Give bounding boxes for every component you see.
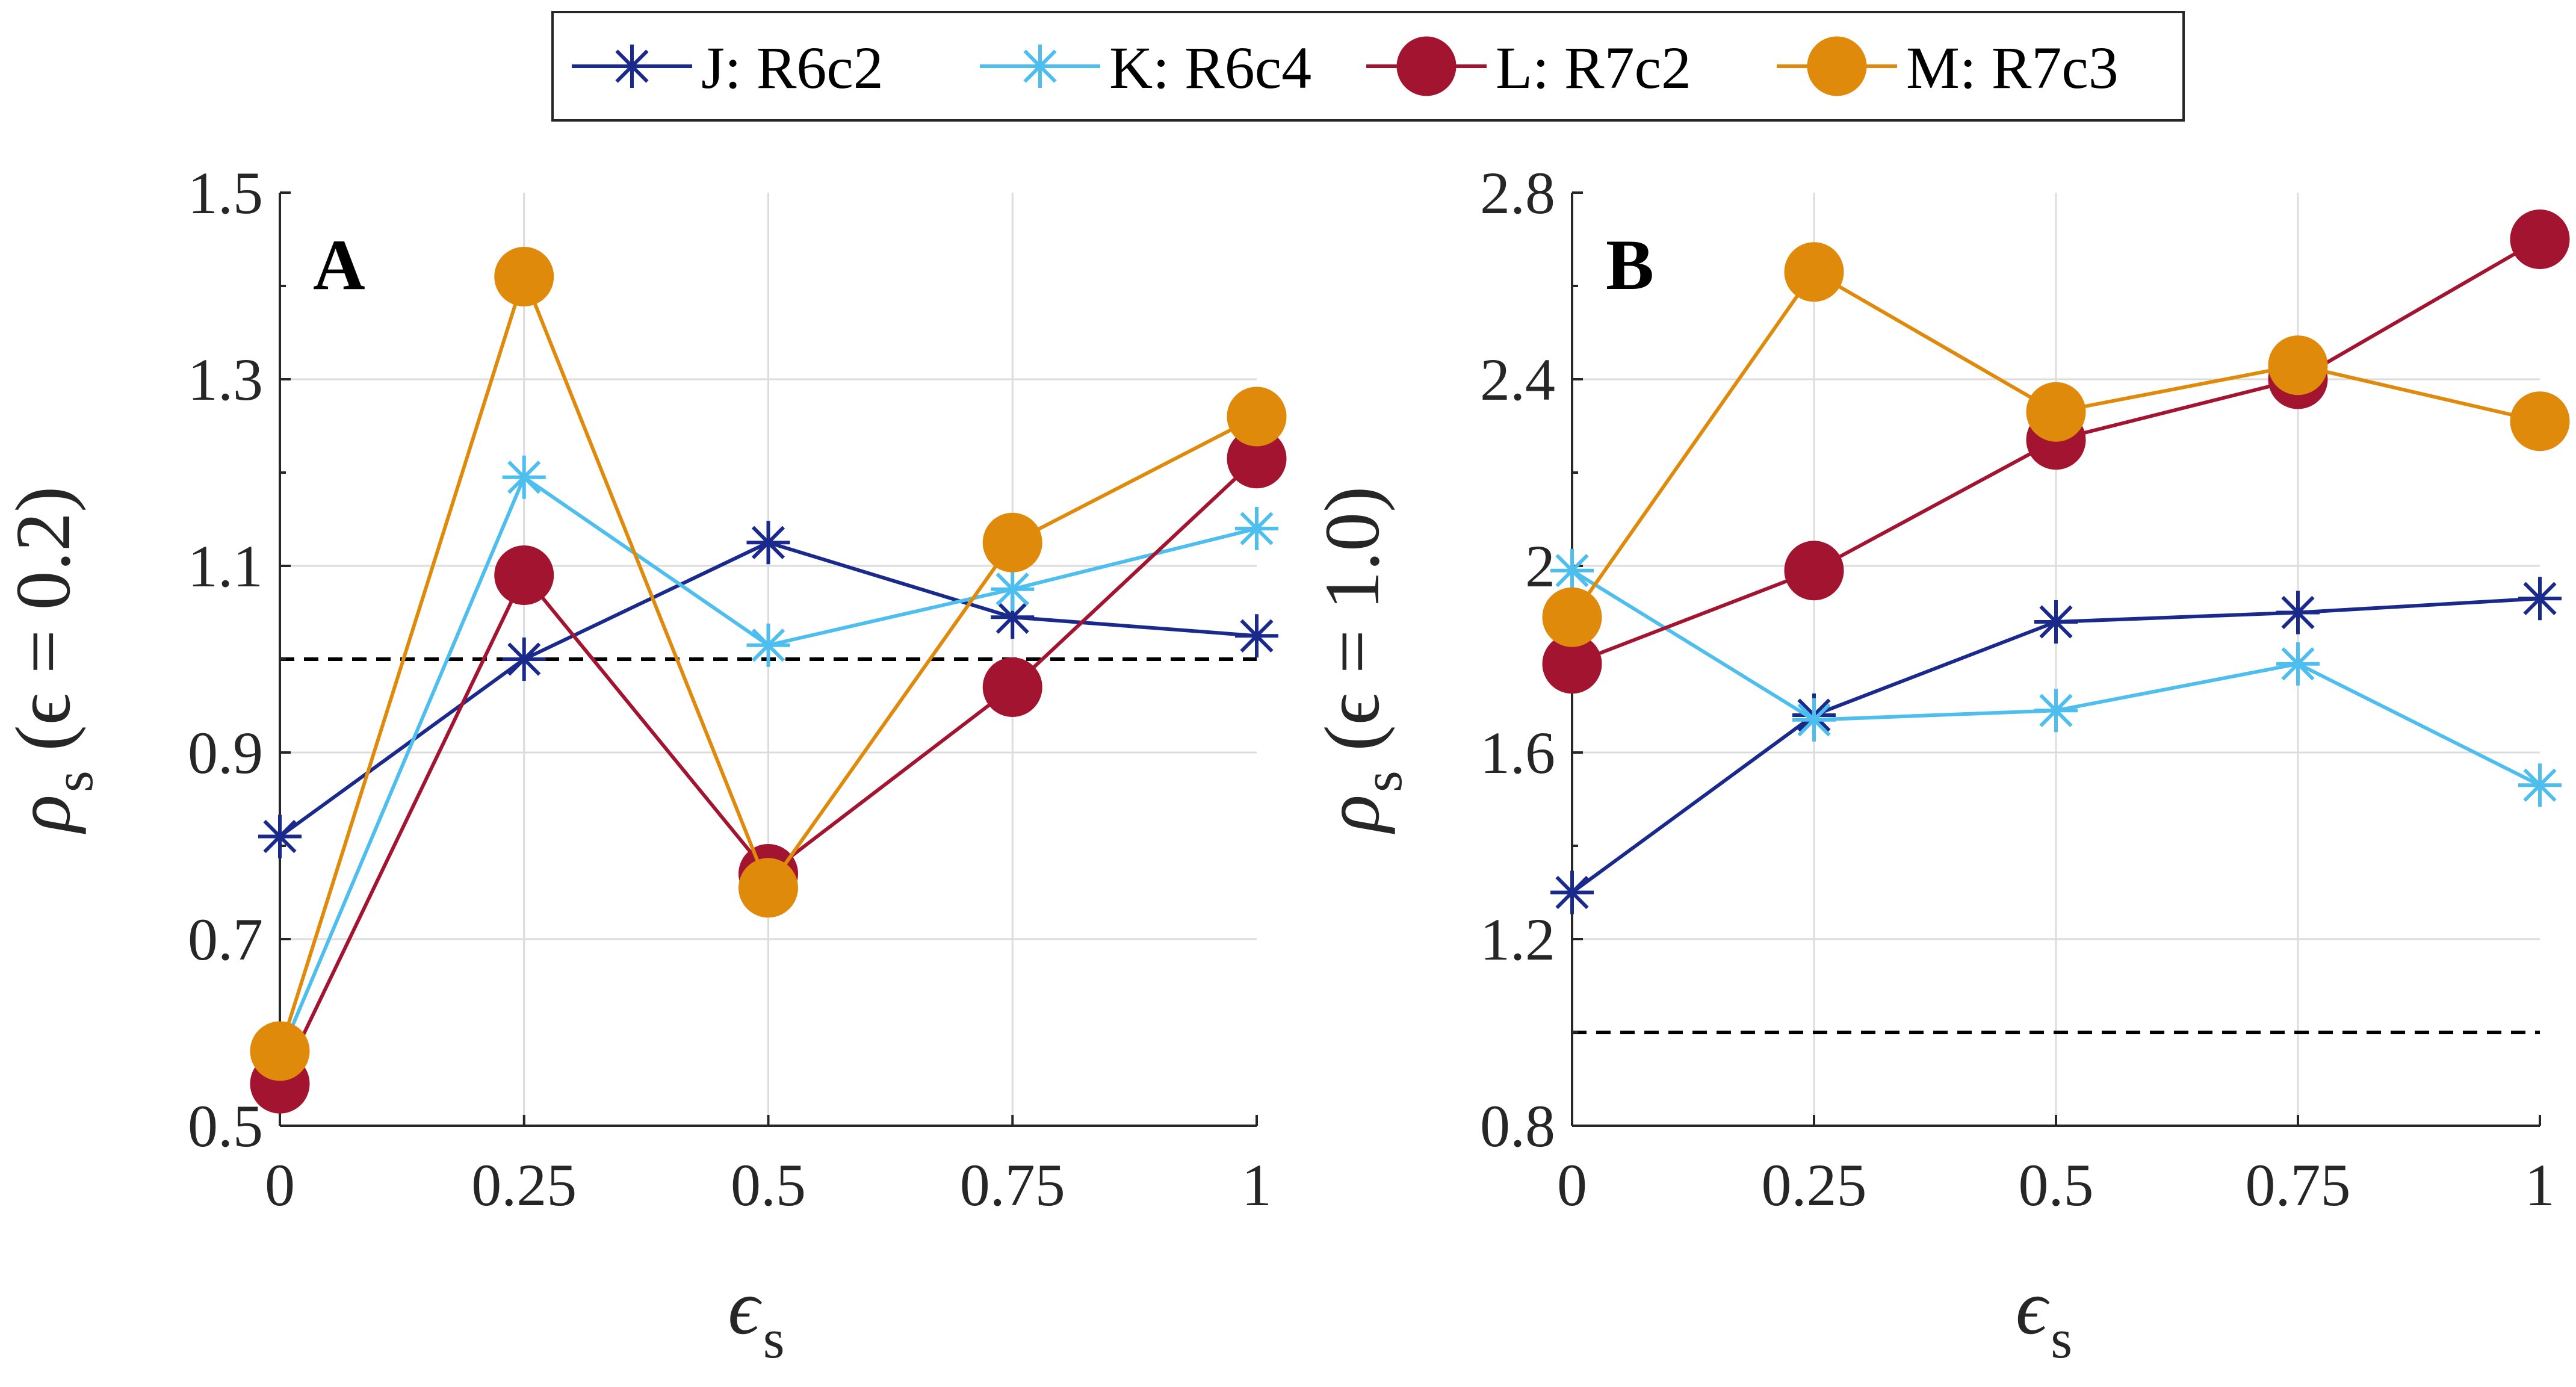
x-tick-label: 0.5 <box>731 1152 806 1218</box>
panel-label: B <box>1606 225 1654 305</box>
data-point-M <box>2268 335 2328 396</box>
series-M <box>250 247 1287 1081</box>
legend-marker-M <box>1807 36 1867 96</box>
legend-label: L: R7c2 <box>1496 34 1691 101</box>
y-tick-label: 0.5 <box>188 1093 263 1159</box>
x-tick-label: 0.25 <box>471 1152 577 1218</box>
data-point-K <box>2276 642 2320 686</box>
data-point-J <box>1550 870 1594 914</box>
data-point-K <box>1550 548 1594 592</box>
data-point-J <box>746 521 790 565</box>
data-point-M <box>1784 242 1844 302</box>
data-point-M <box>1227 386 1287 447</box>
panel-b: 0.8 1.2 1.6 2 2.4 2.8 0 0.25 0.5 0.75 1 ϵs ρs (ϵ = 1… <box>1309 160 2570 1370</box>
data-point-K <box>502 455 546 499</box>
x-tick-label: 0.75 <box>960 1152 1065 1218</box>
data-point-L <box>982 657 1042 717</box>
y-tick-label: 0.7 <box>188 906 263 973</box>
legend-entry-L: L: R7c2 <box>1366 34 1691 101</box>
data-point-J <box>2518 577 2562 621</box>
data-point-K <box>746 623 790 667</box>
data-point-L <box>2510 209 2570 269</box>
data-point-J <box>2034 600 2078 644</box>
y-tick-label: 1.1 <box>188 533 263 600</box>
legend-entry-M: M: R7c3 <box>1777 34 2119 101</box>
x-axis-label: ϵs <box>2016 1264 2072 1370</box>
data-point-L <box>494 545 554 605</box>
y-tick-label: 1.2 <box>1480 906 1555 973</box>
legend: J: R6c2 K: R6c4 L: R7c2 M: R7c3 <box>551 11 2185 122</box>
panel-a: 0.5 0.7 0.9 1.1 1.3 1.5 0 0.25 0.5 0.75 1 ϵs ρs (ϵ =… <box>0 160 1287 1370</box>
x-axis-label: ϵs <box>728 1264 784 1370</box>
x-tick-label: 0.25 <box>1762 1152 1867 1218</box>
data-point-M <box>494 247 554 306</box>
y-tick-label: 0.9 <box>188 719 263 786</box>
data-point-J <box>258 815 302 858</box>
data-point-K <box>991 567 1035 611</box>
y-axis-label: ρs (ϵ = 0.2) <box>0 486 104 835</box>
data-point-K <box>1235 507 1278 550</box>
data-point-M <box>250 1021 310 1081</box>
y-tick-label: 1.6 <box>1480 719 1555 786</box>
legend-label: K: R6c4 <box>1109 34 1311 101</box>
data-point-M <box>2026 382 2086 442</box>
data-point-J <box>1235 614 1278 658</box>
data-point-M <box>2510 391 2570 451</box>
data-point-M <box>738 858 798 918</box>
legend-entry-K: K: R6c4 <box>980 34 1311 101</box>
legend-marker-L <box>1396 36 1457 96</box>
x-tick-label: 1 <box>2525 1152 2555 1218</box>
data-point-J <box>502 638 546 681</box>
y-tick-label: 2.4 <box>1480 346 1555 413</box>
data-point-K <box>1792 698 1836 742</box>
x-tick-label: 0 <box>1557 1152 1587 1218</box>
data-point-J <box>2276 591 2320 635</box>
x-tick-label: 0 <box>265 1152 295 1218</box>
data-point-K <box>2034 689 2078 733</box>
data-point-L <box>1784 541 1844 601</box>
series-K <box>1550 548 2562 807</box>
x-tick-label: 0.5 <box>2019 1152 2094 1218</box>
y-tick-label: 2.8 <box>1480 160 1555 226</box>
data-point-M <box>1542 587 1602 647</box>
x-tick-label: 0.75 <box>2246 1152 2351 1218</box>
series-M <box>1542 242 2570 647</box>
series-J <box>1550 577 2562 914</box>
legend-label: J: R6c2 <box>701 34 884 101</box>
panel-label: A <box>313 225 365 305</box>
series-J <box>258 521 1278 858</box>
y-tick-label: 1.5 <box>188 160 263 226</box>
data-point-K <box>2518 763 2562 807</box>
y-tick-label: 0.8 <box>1480 1093 1555 1159</box>
data-point-M <box>982 512 1042 572</box>
legend-label: M: R7c3 <box>1906 34 2119 101</box>
legend-entry-J: J: R6c2 <box>572 34 884 101</box>
y-tick-label: 1.3 <box>188 346 263 413</box>
y-axis-label: ρs (ϵ = 1.0) <box>1309 486 1413 835</box>
y-tick-label: 2 <box>1525 533 1555 600</box>
legend-marker-J <box>610 45 654 88</box>
x-tick-label: 1 <box>1242 1152 1272 1218</box>
legend-marker-K <box>1018 45 1062 88</box>
